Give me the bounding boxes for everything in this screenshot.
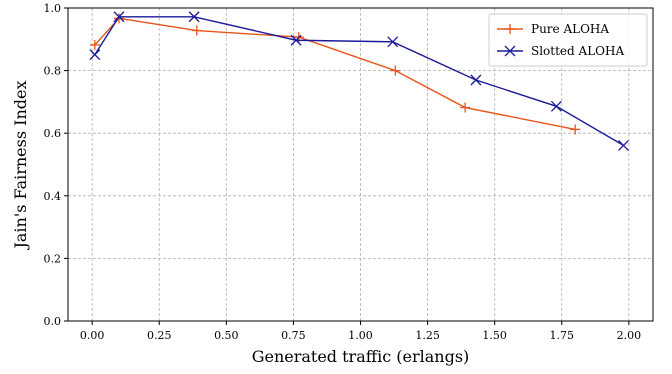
data-point-slotted-aloha (188, 11, 200, 23)
axis-ticks: 0.00 0.25 0.50 0.75 1.00 1.25 1.50 1.75 2.00 0.0 0… (44, 2, 642, 342)
y-tick-label: 0.0 (44, 315, 62, 328)
y-tick-label: 0.6 (44, 127, 62, 140)
series-line-slotted-aloha (94, 16, 624, 147)
marker-stroke (89, 49, 101, 61)
data-point-slotted-aloha (89, 49, 101, 61)
legend-marker (505, 24, 515, 34)
marker-stroke (470, 74, 482, 86)
legend-entry-slotted-aloha: Slotted ALOHA (497, 44, 624, 58)
x-axis-label: Generated traffic (erlangs) (252, 347, 470, 366)
data-point-pure-aloha (89, 39, 100, 50)
plot-frame (67, 7, 654, 322)
marker-stroke (387, 36, 399, 48)
data-point-slotted-aloha (113, 11, 125, 23)
x-tick-label: 1.50 (482, 329, 507, 342)
data-point-slotted-aloha (618, 139, 629, 151)
x-tick-label: 0.25 (147, 329, 172, 342)
legend-entries: Pure ALOHA Slotted ALOHA (497, 22, 624, 58)
data-point-slotted-aloha (387, 36, 399, 48)
marker-stroke (618, 139, 629, 151)
x-tick-label: 1.00 (348, 329, 373, 342)
legend-box (488, 13, 648, 67)
data-point-pure-aloha (390, 65, 401, 76)
y-tick-label: 0.2 (44, 252, 62, 265)
series-layer (89, 11, 629, 151)
x-tick-label: 1.75 (550, 329, 575, 342)
y-tick-label: 0.4 (44, 190, 62, 203)
data-point-slotted-aloha (550, 100, 562, 112)
marker-stroke (550, 100, 562, 112)
marker-stroke (290, 34, 302, 46)
y-tick-label: 1.0 (44, 2, 62, 15)
x-tick-label: 1.25 (415, 329, 440, 342)
data-point-pure-aloha (570, 124, 581, 135)
data-point-pure-aloha (460, 102, 471, 113)
marker-stroke (113, 11, 125, 23)
x-tick-label: 2.00 (617, 329, 642, 342)
legend-label: Slotted ALOHA (531, 44, 624, 58)
data-point-pure-aloha (113, 13, 124, 24)
legend-marker (504, 45, 516, 57)
legend-label: Pure ALOHA (531, 22, 609, 36)
x-tick-label: 0.50 (214, 329, 239, 342)
series-slotted-aloha (89, 11, 629, 151)
legend-entry-pure-aloha: Pure ALOHA (497, 22, 609, 36)
data-point-pure-aloha (191, 25, 202, 36)
data-point-slotted-aloha (470, 74, 482, 86)
y-axis-label: Jain's Fairness Index (11, 80, 30, 250)
x-tick-label: 0.00 (80, 329, 105, 342)
marker-stroke (504, 45, 516, 57)
marker-stroke (188, 11, 200, 23)
data-point-slotted-aloha (290, 34, 302, 46)
legend: Pure ALOHA Slotted ALOHA (488, 13, 648, 67)
x-tick-label: 0.75 (281, 329, 306, 342)
y-tick-label: 0.8 (44, 65, 62, 78)
